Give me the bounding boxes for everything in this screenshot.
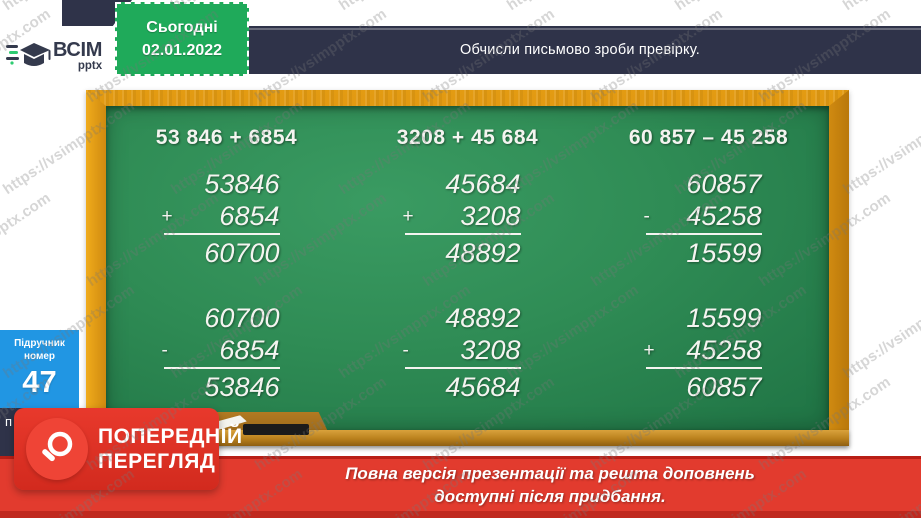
calculation-column: - 60700 6854 53846 xyxy=(106,302,347,403)
blackboard xyxy=(86,90,849,446)
long-calculation: - 60700 6854 53846 xyxy=(161,302,290,403)
expression-title: 3208 + 45 684 xyxy=(396,126,539,149)
result: 53846 xyxy=(204,372,280,402)
expression-titles-row: 53 846 + 6854 3208 + 45 684 60 857 – 45 … xyxy=(106,126,829,150)
watermark-text: https://vsimpptx.com xyxy=(840,281,921,383)
logo-main-text: ВСІМ xyxy=(53,38,103,61)
date-badge-label: Сьогодні xyxy=(146,18,218,36)
watermark-text: https://vsimpptx.com xyxy=(840,0,921,14)
blackboard-content: 53 846 + 6854 3208 + 45 684 60 857 – 45 … xyxy=(106,106,829,430)
long-calculation: + 15599 45258 60857 xyxy=(643,302,772,403)
calculation-column: + 15599 45258 60857 xyxy=(588,302,829,403)
operator-sign: + xyxy=(161,206,173,227)
operand-2: 6854 xyxy=(163,200,280,235)
preview-badge-line2: ПЕРЕГЛЯД xyxy=(98,450,216,473)
long-calculation: + 45684 3208 48892 xyxy=(402,168,531,269)
logo-sub-text: pptx xyxy=(77,59,103,72)
operand-2: 6854 xyxy=(163,334,280,369)
preview-badge[interactable]: ПОПЕРЕДНІЙ ПЕРЕГЛЯД xyxy=(14,408,242,490)
operand-1: 60857 xyxy=(686,169,762,199)
result: 60700 xyxy=(204,238,280,268)
result: 45684 xyxy=(445,372,521,402)
book-badge-line2: номер xyxy=(23,351,56,362)
book-number-badge: Підручник номер 47 xyxy=(0,330,79,408)
book-badge-line1: Підручник xyxy=(14,338,65,349)
blackboard-frame-right xyxy=(829,90,849,446)
operand-2: 3208 xyxy=(404,334,521,369)
date-badge-value: 02.01.2022 xyxy=(141,41,223,59)
expression-title: 53 846 + 6854 xyxy=(155,126,298,149)
book-badge-number: 47 xyxy=(22,364,57,399)
calculations-row-second: - 60700 6854 53846 - 48892 3208 45684 + … xyxy=(106,302,829,403)
watermark-text: https://vsimpptx.com xyxy=(336,0,474,14)
graduation-cap-icon xyxy=(6,39,52,73)
logo-text: ВСІМ pptx xyxy=(53,40,102,73)
result: 15599 xyxy=(686,238,762,268)
watermark-text: https://vsimpptx.com xyxy=(0,189,54,291)
watermark-text: https://vsimpptx.com xyxy=(504,0,642,14)
result: 48892 xyxy=(445,238,521,268)
calculation-column: - 48892 3208 45684 xyxy=(347,302,588,403)
calculation-column: + 53846 6854 60700 xyxy=(106,168,347,269)
operand-1: 60700 xyxy=(204,303,280,333)
operand-1: 15599 xyxy=(686,303,762,333)
purchase-banner-line1: Повна версія презентації та решта доповн… xyxy=(345,464,755,483)
calculation-column: + 45684 3208 48892 xyxy=(347,168,588,269)
operand-2: 45258 xyxy=(645,200,762,235)
long-calculation: + 53846 6854 60700 xyxy=(161,168,290,269)
date-badge: Сьогодні 02.01.2022 xyxy=(115,2,249,76)
operand-2: 3208 xyxy=(404,200,521,235)
watermark-text: https://vsimpptx.com xyxy=(672,0,810,14)
operator-sign: + xyxy=(402,206,414,227)
operand-2: 45258 xyxy=(645,334,762,369)
page-title: Обчисли письмово зроби превірку. xyxy=(460,42,700,58)
purchase-banner-text: Повна версія презентації та решта доповн… xyxy=(230,462,870,508)
eraser-icon xyxy=(243,424,309,435)
operator-sign: - xyxy=(402,340,409,361)
purchase-banner-line2: доступні після придбання. xyxy=(434,487,666,506)
long-calculation: - 48892 3208 45684 xyxy=(402,302,531,403)
expression-title: 60 857 – 45 258 xyxy=(628,126,789,149)
operator-sign: - xyxy=(643,206,650,227)
blackboard-frame-left xyxy=(86,90,106,446)
operand-1: 45684 xyxy=(445,169,521,199)
operator-sign: + xyxy=(643,340,655,361)
calculation-column: - 60857 45258 15599 xyxy=(588,168,829,269)
long-calculation: - 60857 45258 15599 xyxy=(643,168,772,269)
operand-1: 53846 xyxy=(204,169,280,199)
operand-1: 48892 xyxy=(445,303,521,333)
blackboard-surface xyxy=(106,106,829,430)
result: 60857 xyxy=(686,372,762,402)
operator-sign: - xyxy=(161,340,168,361)
watermark-text: https://vsimpptx.com xyxy=(840,97,921,199)
preview-badge-line1: ПОПЕРЕДНІЙ xyxy=(98,425,243,448)
preview-badge-text: ПОПЕРЕДНІЙ ПЕРЕГЛЯД xyxy=(98,424,243,474)
calculations-row-first: + 53846 6854 60700 + 45684 3208 48892 - … xyxy=(106,168,829,269)
magnifier-icon xyxy=(26,418,88,480)
logo[interactable]: ВСІМ pptx xyxy=(0,26,118,86)
